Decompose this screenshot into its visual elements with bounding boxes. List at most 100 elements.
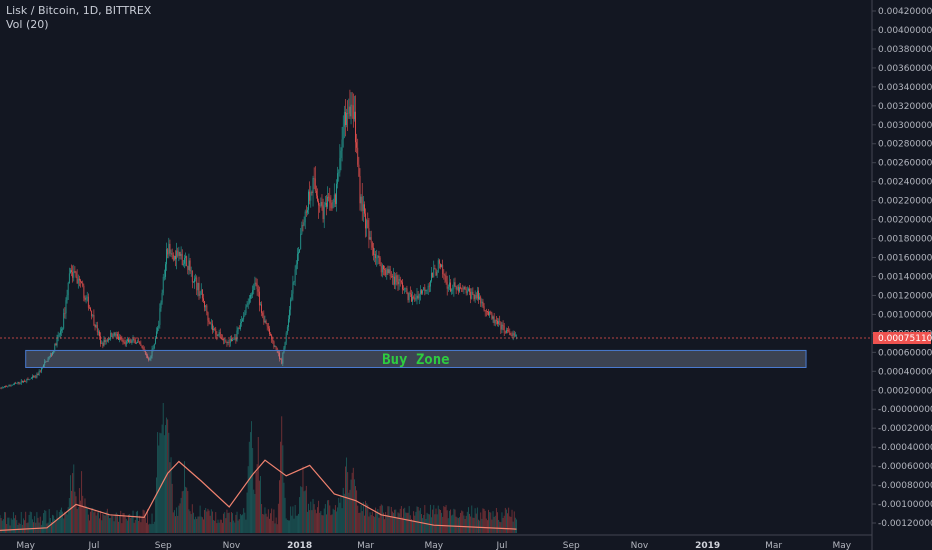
volume-bar-2018-05-30 — [465, 515, 467, 533]
candle-2018-01-02 — [300, 227, 302, 250]
candle-body — [403, 289, 404, 290]
volume-bar-2018-05-29 — [464, 519, 466, 533]
candle-2017-06-03 — [62, 327, 63, 333]
candle-body — [10, 385, 12, 386]
candle-2018-04-13 — [413, 295, 415, 300]
buy-zone-rect[interactable] — [25, 349, 807, 369]
volume-bar-2017-06-11 — [71, 490, 72, 533]
candle-body — [339, 158, 341, 173]
buy-zone-label: Buy Zone — [382, 352, 449, 368]
volume-bar-2017-09-28 — [192, 512, 194, 533]
candle-body — [53, 351, 55, 353]
candle-body — [373, 247, 374, 255]
candle-2018-05-06 — [438, 258, 440, 269]
candle-body — [396, 275, 398, 282]
price-tick-label: 0.00320000 — [878, 102, 932, 112]
volume-bar-2017-10-20 — [217, 519, 219, 533]
candle-body — [103, 339, 105, 346]
candle-body — [237, 328, 239, 331]
candle-body — [450, 282, 451, 292]
candle-body — [45, 361, 47, 363]
candle-body — [142, 347, 144, 350]
time-tick-label: Nov — [631, 541, 649, 550]
candle-body — [327, 196, 328, 207]
price-tick-label: -0.00000000 — [878, 405, 932, 415]
volume-bar-2018-06-29 — [499, 521, 501, 533]
volume-bar-2017-11-01 — [230, 512, 232, 533]
candle-2017-07-26 — [121, 335, 123, 342]
volume-bar-2018-03-17 — [383, 512, 384, 533]
volume-bar-2018-07-13 — [514, 517, 516, 533]
volume-bar-2017-05-08 — [33, 522, 34, 533]
candle-2018-03-24 — [390, 271, 392, 279]
candle-body — [464, 286, 466, 290]
volume-bar-2018-05-23 — [457, 518, 459, 533]
volume-bar-2017-12-18 — [283, 482, 285, 533]
volume-bar-2018-06-02 — [469, 513, 470, 533]
candle-2018-07-14 — [516, 334, 517, 340]
volume-bar-2018-05-01 — [433, 505, 435, 533]
candle-body — [138, 341, 140, 343]
volume-bar-2018-03-14 — [379, 506, 381, 533]
candle-2018-05-02 — [434, 264, 436, 270]
candle-body — [18, 381, 20, 384]
candle-body — [438, 260, 440, 264]
candle-body — [153, 343, 155, 348]
volume-bar-2017-10-30 — [228, 512, 230, 533]
candle-2018-05-13 — [446, 275, 448, 296]
volume-bar-2018-06-19 — [488, 509, 489, 533]
candle-2017-12-02 — [265, 319, 267, 325]
candle-body — [65, 300, 67, 314]
price-tick-label: -0.00120000 — [878, 519, 932, 529]
candle-body — [345, 112, 346, 125]
volume-bar-2017-12-25 — [291, 515, 293, 533]
volume-bar-2017-06-22 — [83, 506, 85, 533]
volume-bar-2017-04-30 — [24, 520, 26, 533]
candle-body — [225, 339, 227, 342]
volume-bar-2018-05-07 — [440, 510, 441, 533]
candle-2017-11-20 — [252, 285, 254, 299]
volume-bar-2017-10-04 — [199, 505, 201, 533]
volume-bar-2018-01-10 — [309, 510, 311, 533]
candle-2018-04-12 — [412, 291, 413, 306]
candle-body — [514, 334, 516, 336]
volume-bar-2018-04-04 — [403, 508, 405, 533]
candle-2018-07-04 — [504, 330, 506, 334]
candle-2017-10-20 — [217, 334, 219, 337]
candle-body — [75, 272, 77, 277]
volume-bar-2017-11-13 — [244, 512, 246, 533]
candle-2018-04-25 — [426, 289, 428, 294]
volume-bar-2018-05-24 — [459, 517, 460, 533]
candle-2018-02-08 — [341, 126, 343, 162]
candle-2018-04-17 — [417, 291, 419, 300]
candle-body — [44, 361, 46, 365]
candle-2018-06-03 — [470, 288, 472, 304]
volume-bar-2017-07-18 — [112, 515, 114, 533]
candle-body — [84, 298, 86, 300]
candle-body — [340, 150, 342, 159]
candle-2018-03-30 — [397, 274, 399, 291]
volume-bar-2018-05-05 — [437, 505, 439, 533]
candle-body — [451, 289, 453, 292]
candle-body — [367, 220, 369, 229]
candle-2018-06-15 — [483, 303, 485, 312]
candle-body — [310, 192, 312, 201]
volume-bar-2017-07-30 — [125, 518, 127, 533]
candle-2017-09-16 — [179, 251, 181, 260]
volume-bar-2017-09-22 — [186, 487, 188, 533]
volume-bar-2018-03-27 — [394, 509, 396, 533]
candle-body — [232, 339, 233, 342]
volume-bar-2018-04-14 — [414, 515, 416, 533]
candle-body — [177, 250, 179, 256]
volume-bar-2018-01-26 — [327, 500, 329, 533]
candle-body — [431, 272, 432, 281]
volume-bar-2018-01-04 — [302, 466, 304, 533]
candle-body — [248, 298, 250, 303]
candle-body — [443, 274, 445, 276]
candle-2018-05-16 — [450, 279, 451, 293]
candle-body — [349, 106, 351, 117]
candle-2018-02-07 — [340, 147, 342, 171]
volume-bar-2018-03-15 — [380, 504, 382, 533]
price-tick-label: 0.00180000 — [878, 235, 932, 245]
